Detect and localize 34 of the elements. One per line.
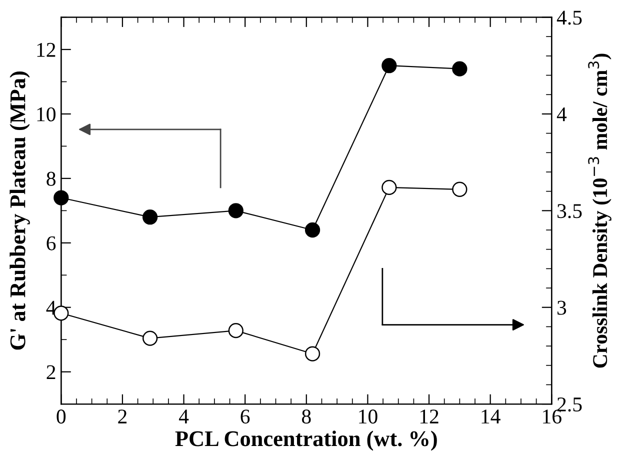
y2-tick-label: 2.5 <box>557 397 582 412</box>
point <box>452 61 468 76</box>
point <box>228 322 244 338</box>
x-tick-label: 2 <box>118 410 127 424</box>
y2-axis-title: Crosslink Density (10$^{−3}$ mole/ cm$^{3}$) <box>588 54 612 368</box>
x-tick-label: 0 <box>56 410 66 424</box>
y2-tick-label: 3 <box>558 300 566 315</box>
y-axis-title: G' at Rubbery Plateau (MPa) <box>10 72 30 350</box>
y2-tick-label: 4 <box>556 107 567 122</box>
point <box>382 58 397 74</box>
point <box>54 306 69 321</box>
point <box>228 203 244 218</box>
x-tick-label: 14 <box>482 410 500 424</box>
point <box>452 182 468 197</box>
y-tick-label: 10 <box>37 107 56 122</box>
point <box>142 210 158 225</box>
y-tick-label: 6 <box>46 236 56 250</box>
point <box>142 330 158 346</box>
x-tick-label: 6 <box>240 410 250 424</box>
y-tick-label: 2 <box>46 365 56 380</box>
y2-tick-label: 4.5 <box>556 10 582 25</box>
x-tick-label: 12 <box>420 410 438 424</box>
x-tick-label: 10 <box>359 410 378 424</box>
x-tick-label: 8 <box>302 410 311 424</box>
y2-tick-label: 3.5 <box>558 204 582 218</box>
point <box>54 190 69 206</box>
x-tick-label: 16 <box>543 410 562 424</box>
x-axis-title: PCL Concentration (wt. %) <box>175 430 437 451</box>
point <box>304 222 320 238</box>
point <box>382 180 397 196</box>
y-tick-label: 12 <box>37 42 56 57</box>
y-tick-label: 8 <box>46 172 56 186</box>
point <box>304 346 320 362</box>
x-tick-label: 4 <box>178 410 189 424</box>
